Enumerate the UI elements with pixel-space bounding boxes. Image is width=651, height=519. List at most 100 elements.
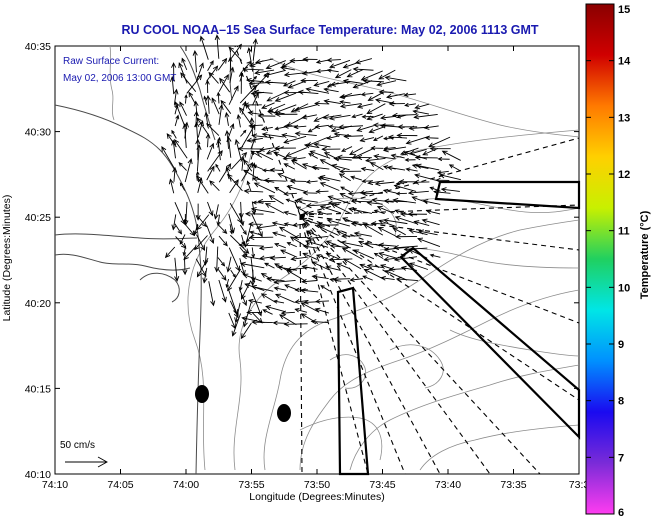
current-vector	[297, 198, 318, 203]
current-vector-head	[366, 200, 373, 206]
current-vector-head	[203, 95, 207, 100]
current-vector-head	[315, 59, 321, 64]
current-vector-head	[380, 275, 387, 281]
current-vector	[248, 299, 262, 304]
current-vector	[286, 147, 307, 157]
current-vector	[251, 312, 263, 324]
current-vector-head	[323, 98, 330, 105]
current-vector-head	[280, 249, 286, 255]
current-vector	[430, 254, 441, 258]
current-vector	[353, 249, 375, 260]
current-vector	[209, 180, 220, 192]
current-vector	[342, 247, 363, 260]
colorbar-label: Temperature (°C)	[639, 210, 651, 299]
current-vector-head	[290, 256, 297, 262]
current-vector-head	[260, 293, 267, 299]
current-vector	[449, 164, 461, 172]
current-vector	[286, 269, 306, 282]
current-vector	[195, 63, 204, 82]
current-vector-head	[216, 91, 221, 97]
current-vector-head	[294, 199, 300, 204]
survey-boxes	[336, 180, 581, 476]
current-vector-head	[305, 179, 311, 184]
current-vector-head	[273, 279, 280, 285]
current-vector	[215, 164, 221, 172]
current-vector	[302, 218, 319, 225]
current-vector-head	[253, 89, 260, 95]
current-vector	[207, 134, 209, 148]
x-tick-label: 74:00	[173, 479, 199, 491]
current-vector-head	[231, 330, 237, 337]
figure-title: RU COOL NOAA–15 Sea Surface Temperature:…	[121, 23, 538, 37]
current-vector-head	[242, 129, 247, 134]
current-vector-head	[249, 117, 255, 123]
current-vector-head	[315, 189, 321, 194]
colorbar-tick-label: 14	[618, 56, 631, 68]
current-vector-head	[265, 149, 272, 155]
current-vector-head	[267, 107, 274, 112]
current-vector-head	[378, 219, 385, 225]
current-vector-head	[283, 90, 290, 96]
current-vector-head	[397, 124, 403, 130]
current-vector-head	[283, 321, 290, 327]
current-vector-head	[182, 123, 188, 130]
colorbar-ticks: 15 14 13 12 11 10 9 8 7 6	[586, 3, 631, 519]
current-vector-head	[315, 68, 321, 74]
current-vector	[410, 148, 427, 155]
current-vector-head	[362, 275, 367, 280]
current-vector	[339, 173, 351, 182]
current-vector	[327, 219, 350, 227]
current-vector	[422, 219, 440, 226]
current-vector	[279, 314, 297, 326]
current-vector-head	[323, 152, 330, 157]
current-vector-head	[314, 101, 320, 107]
current-vector-head	[273, 286, 279, 291]
current-vector	[348, 208, 373, 214]
current-vector	[194, 223, 198, 235]
current-vector-head	[178, 62, 184, 69]
current-vector-head	[262, 309, 267, 313]
current-vector-head	[378, 251, 385, 257]
current-vector-head	[339, 100, 344, 105]
current-vector	[208, 72, 219, 84]
current-vector-head	[292, 222, 298, 228]
current-vector-head	[403, 92, 409, 98]
current-vector	[184, 158, 192, 183]
current-vector	[324, 100, 341, 105]
current-vector	[216, 35, 220, 59]
current-vector-head	[334, 73, 341, 79]
current-vector	[172, 214, 177, 230]
current-vector	[363, 223, 384, 236]
current-vector-head	[361, 191, 368, 197]
current-vector	[343, 80, 363, 84]
current-vector	[229, 224, 233, 234]
current-vector-head	[388, 101, 395, 107]
current-vector-head	[206, 123, 212, 129]
current-vector	[179, 101, 187, 116]
y-tick-label: 40:20	[25, 298, 51, 310]
survey-box-diagonal	[399, 246, 581, 440]
annotation-line-1: Raw Surface Current:	[63, 56, 159, 67]
current-vector	[243, 159, 253, 172]
current-vector-head	[388, 266, 395, 272]
current-vector	[329, 59, 351, 68]
current-vector	[235, 302, 241, 323]
current-vector-head	[216, 139, 222, 146]
current-vector-head	[196, 175, 202, 181]
current-vector-head	[228, 46, 235, 53]
current-vector-head	[319, 205, 326, 211]
current-vector	[205, 112, 209, 125]
current-vector-head	[221, 275, 227, 281]
current-vector-head	[226, 173, 233, 180]
current-vector-head	[183, 219, 188, 224]
current-vector	[306, 88, 330, 94]
current-vector	[251, 213, 263, 237]
current-vector	[194, 51, 197, 73]
current-vector-head	[422, 199, 429, 205]
current-vector	[305, 240, 329, 248]
current-vector	[284, 192, 297, 195]
current-vector-head	[392, 197, 399, 203]
current-vector-head	[187, 158, 193, 165]
current-vector-head	[224, 111, 230, 118]
current-vector	[243, 302, 252, 327]
